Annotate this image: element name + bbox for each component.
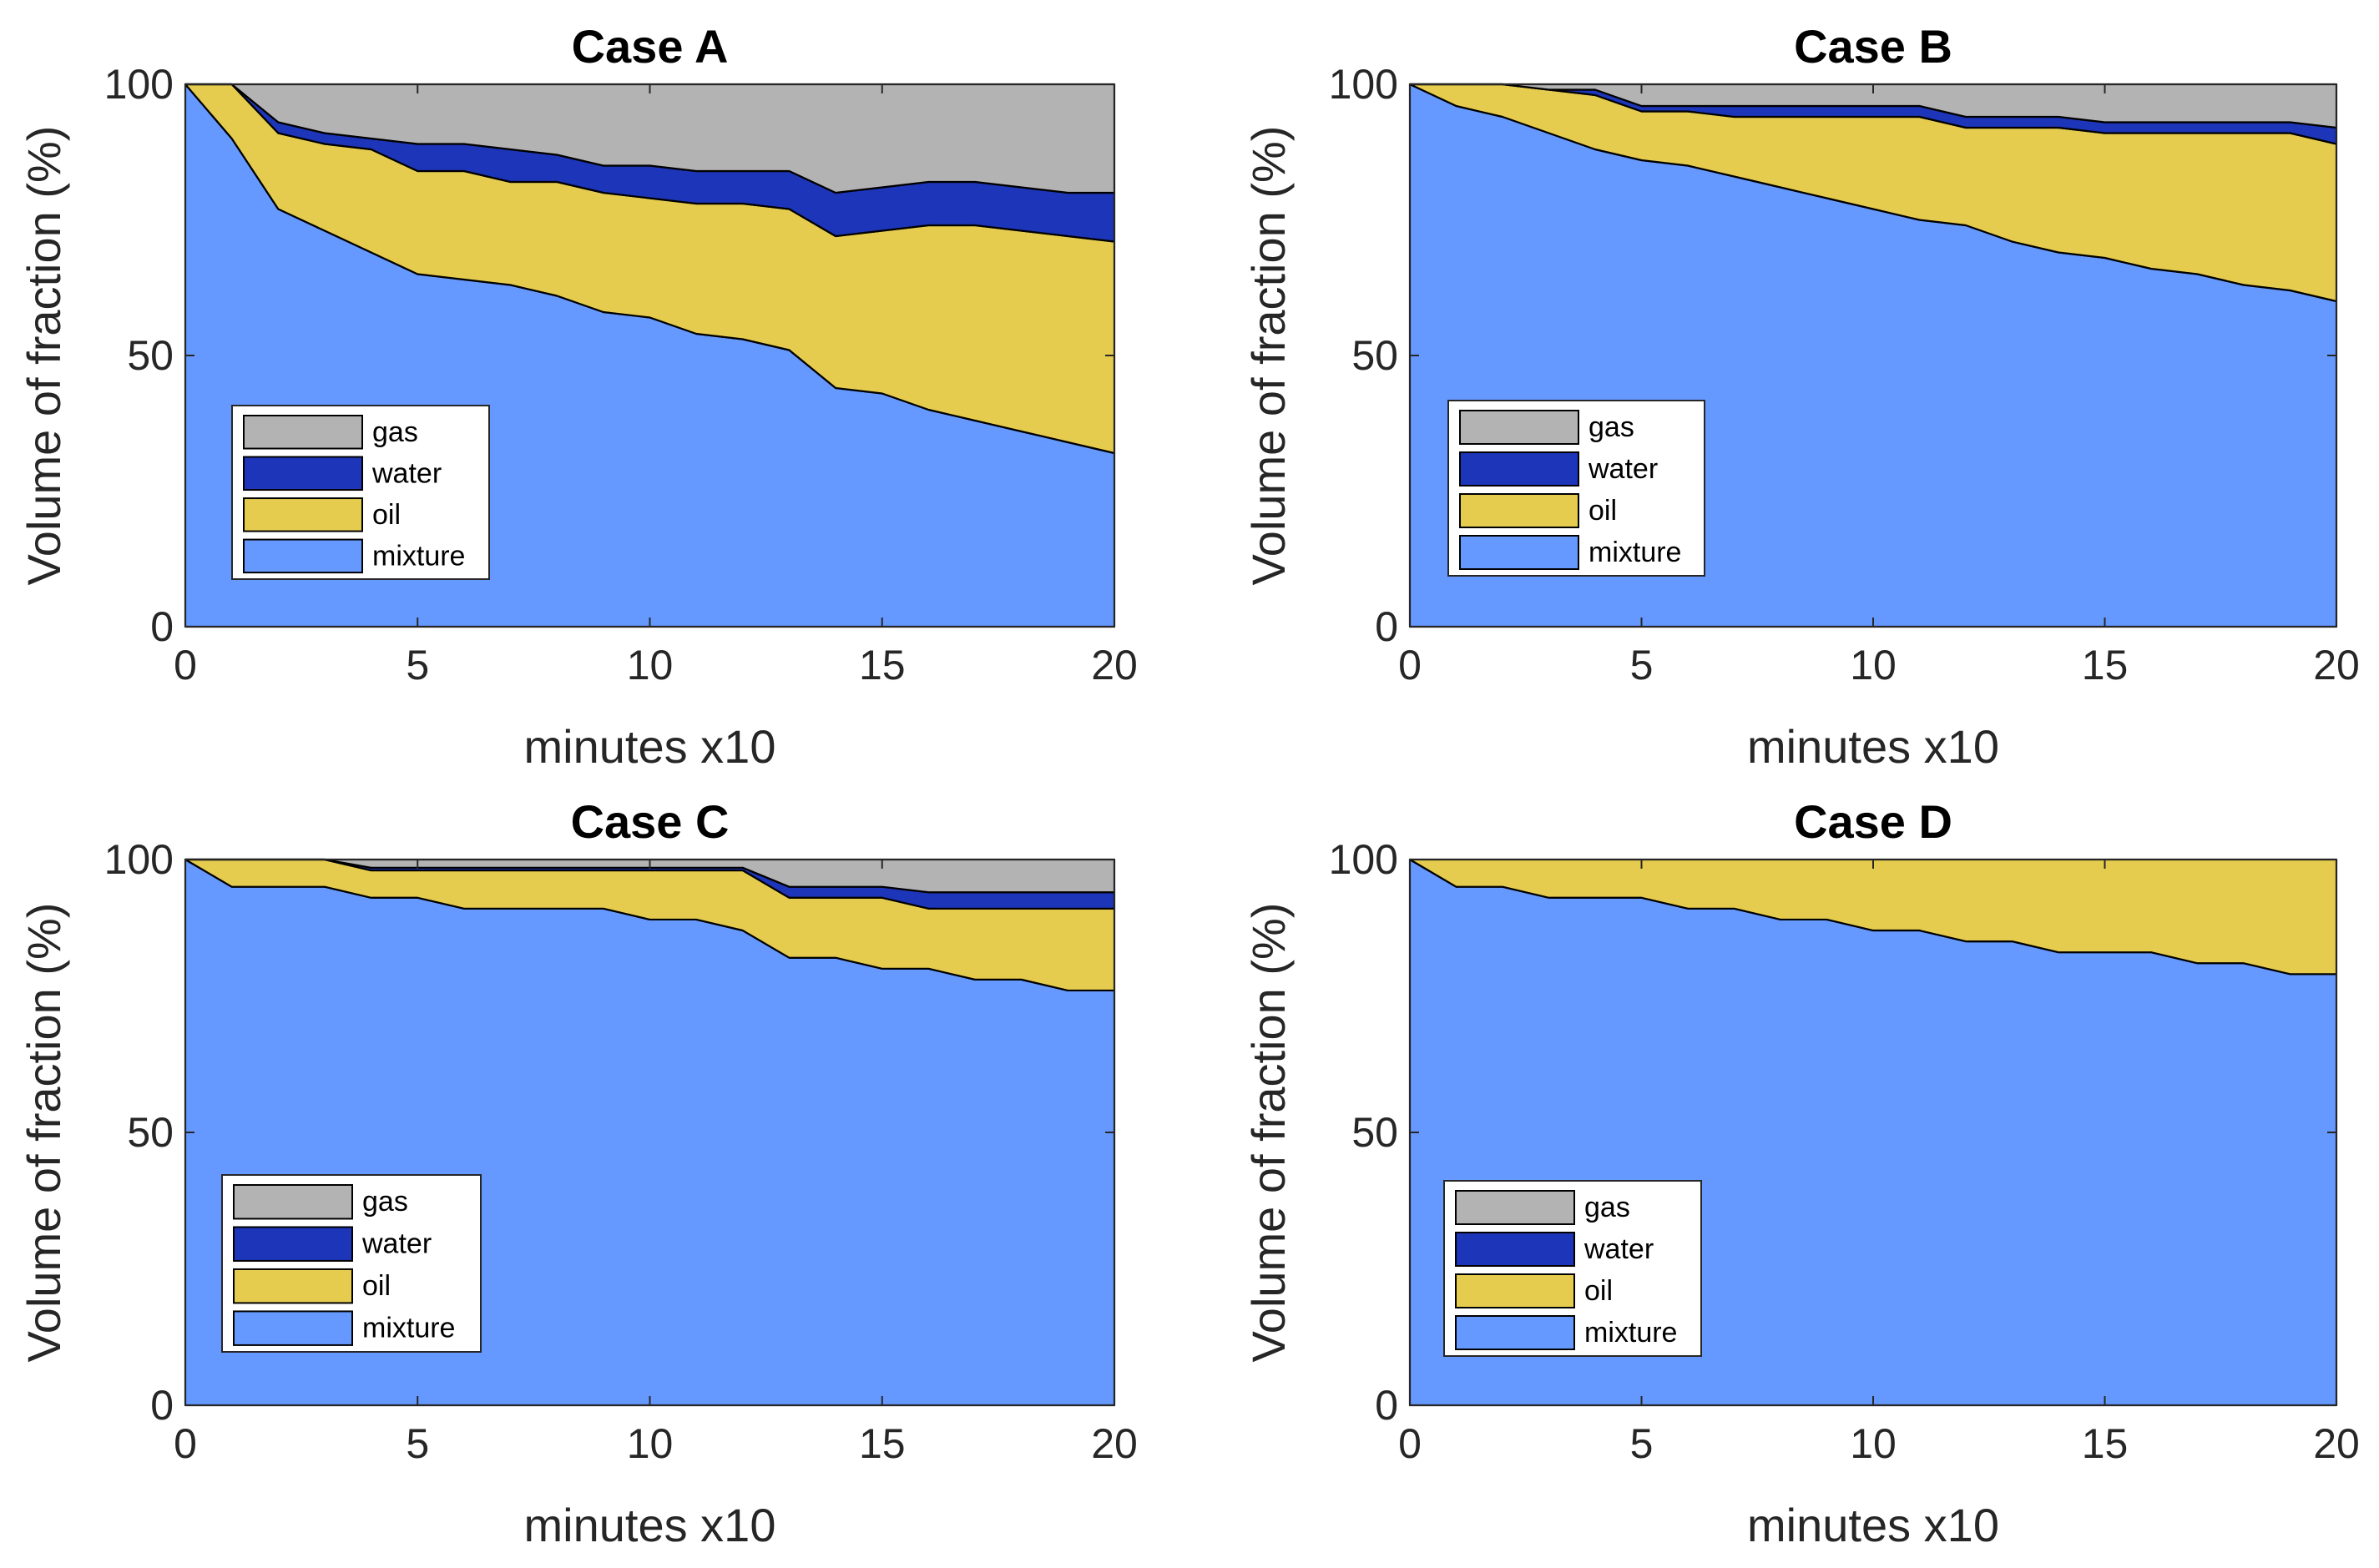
legend-label-mixture: mixture bbox=[362, 1313, 455, 1344]
y-tick-label: 50 bbox=[127, 1109, 174, 1156]
x-tick-label: 10 bbox=[627, 1420, 674, 1467]
legend-label-gas: gas bbox=[372, 416, 418, 448]
y-tick-label: 0 bbox=[1375, 1382, 1398, 1429]
legend-label-gas: gas bbox=[1589, 411, 1634, 443]
y-tick-label: 100 bbox=[104, 836, 174, 883]
y-tick-label: 0 bbox=[150, 1382, 174, 1429]
y-axis-label: Volume of fraction (%) bbox=[1242, 903, 1295, 1363]
x-axis-label: minutes x10 bbox=[1747, 1499, 1999, 1551]
legend-swatch-gas bbox=[233, 1184, 353, 1220]
x-tick-label: 0 bbox=[174, 1420, 197, 1467]
legend-swatch-oil bbox=[233, 1268, 353, 1304]
chart-panel-3: 0 5 10 15 20 0 50 100 Case C minutes x10 Volume of… bbox=[18, 795, 1138, 1551]
x-axis-label: minutes x10 bbox=[524, 720, 776, 773]
x-tick-label: 5 bbox=[406, 1420, 429, 1467]
chart-panel-1: 0 5 10 15 20 0 50 100 Case A minutes x10 Volume of… bbox=[18, 20, 1138, 773]
y-tick-label: 100 bbox=[1329, 836, 1398, 883]
x-tick-label: 20 bbox=[2313, 1420, 2360, 1467]
chart-panel-4: 0 5 10 15 20 0 50 100 Case D minutes x10 Volume of… bbox=[1242, 795, 2360, 1551]
legend-label-mixture: mixture bbox=[372, 540, 465, 572]
chart-title: Case D bbox=[1794, 795, 1952, 848]
legend-swatch-gas bbox=[243, 415, 363, 450]
y-tick-label: 50 bbox=[1351, 1109, 1398, 1156]
y-tick-label: 100 bbox=[1329, 61, 1398, 108]
legend-label-water: water bbox=[371, 457, 442, 489]
chart-title: Case B bbox=[1794, 20, 1952, 73]
legend-swatch-oil bbox=[1455, 1273, 1575, 1308]
legend-label-gas: gas bbox=[362, 1186, 408, 1218]
y-tick-label: 0 bbox=[1375, 603, 1398, 650]
x-tick-label: 0 bbox=[174, 642, 197, 688]
x-tick-label: 15 bbox=[859, 642, 906, 688]
x-tick-label: 10 bbox=[627, 642, 674, 688]
y-tick-label: 100 bbox=[104, 61, 174, 108]
legend-swatch-water bbox=[1459, 451, 1579, 487]
legend-swatch-water bbox=[233, 1226, 353, 1262]
y-axis-label: Volume of fraction (%) bbox=[18, 903, 70, 1363]
legend-label-oil: oil bbox=[372, 499, 401, 531]
legend: gas water oil mixture bbox=[1447, 400, 1705, 577]
x-tick-label: 0 bbox=[1398, 642, 1422, 688]
x-tick-label: 10 bbox=[1850, 1420, 1897, 1467]
x-tick-label: 15 bbox=[2082, 1420, 2129, 1467]
legend-label-water: water bbox=[361, 1228, 432, 1260]
legend: gas water oil mixture bbox=[1443, 1180, 1702, 1357]
x-tick-label: 5 bbox=[1630, 642, 1654, 688]
legend-swatch-gas bbox=[1459, 410, 1579, 445]
y-tick-label: 50 bbox=[127, 332, 174, 379]
legend-label-water: water bbox=[1583, 1233, 1654, 1265]
x-tick-label: 15 bbox=[859, 1420, 906, 1467]
legend-swatch-mixture bbox=[1459, 535, 1579, 570]
x-tick-label: 15 bbox=[2082, 642, 2129, 688]
legend-swatch-oil bbox=[243, 497, 363, 532]
legend: gas water oil mixture bbox=[231, 405, 490, 580]
chart-title: Case A bbox=[572, 20, 729, 73]
legend-swatch-mixture bbox=[233, 1310, 353, 1346]
legend-swatch-oil bbox=[1459, 493, 1579, 528]
legend-label-gas: gas bbox=[1584, 1192, 1630, 1223]
legend-label-oil: oil bbox=[362, 1270, 391, 1302]
legend-label-mixture: mixture bbox=[1589, 537, 1681, 568]
legend-swatch-water bbox=[1455, 1232, 1575, 1267]
x-tick-label: 5 bbox=[406, 642, 429, 688]
legend-swatch-water bbox=[243, 456, 363, 492]
y-axis-label: Volume of fraction (%) bbox=[1242, 126, 1295, 586]
chart-panel-2: 0 5 10 15 20 0 50 100 Case B minutes x10 Volume of… bbox=[1242, 20, 2360, 773]
legend-label-mixture: mixture bbox=[1584, 1317, 1677, 1349]
x-tick-label: 10 bbox=[1850, 642, 1897, 688]
x-tick-label: 5 bbox=[1630, 1420, 1654, 1467]
legend-swatch-mixture bbox=[1455, 1315, 1575, 1350]
legend-swatch-mixture bbox=[243, 538, 363, 574]
legend-label-oil: oil bbox=[1584, 1275, 1613, 1307]
chart-title: Case C bbox=[571, 795, 730, 848]
x-axis-label: minutes x10 bbox=[1747, 720, 1999, 773]
legend-label-oil: oil bbox=[1589, 495, 1617, 527]
y-axis-label: Volume of fraction (%) bbox=[18, 126, 70, 586]
legend-label-water: water bbox=[1588, 453, 1658, 485]
y-tick-label: 0 bbox=[150, 603, 174, 650]
x-tick-label: 20 bbox=[2313, 642, 2360, 688]
y-tick-label: 50 bbox=[1351, 332, 1398, 379]
x-tick-label: 0 bbox=[1398, 1420, 1422, 1467]
x-axis-label: minutes x10 bbox=[524, 1499, 776, 1551]
legend: gas water oil mixture bbox=[221, 1174, 482, 1353]
x-tick-label: 20 bbox=[1091, 642, 1138, 688]
legend-swatch-gas bbox=[1455, 1190, 1575, 1225]
x-tick-label: 20 bbox=[1091, 1420, 1138, 1467]
